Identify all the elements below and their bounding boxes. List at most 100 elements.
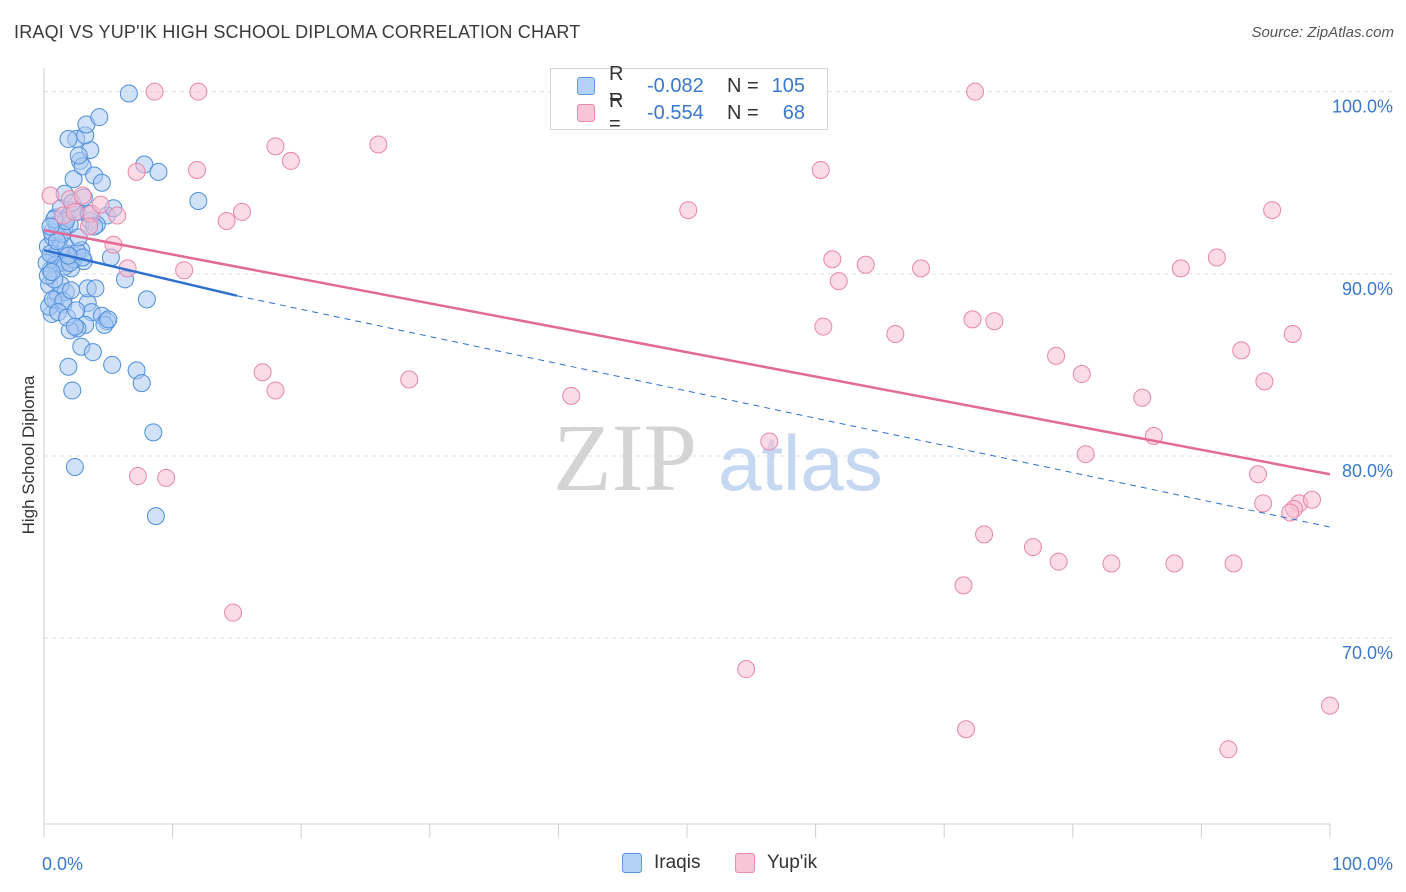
yupik-point — [1165, 554, 1184, 573]
yupik-point — [985, 312, 1004, 331]
iraqis-point — [189, 191, 208, 210]
iraqis-point — [99, 310, 118, 329]
yupik-point — [80, 217, 99, 236]
legend-r-label: R = — [609, 90, 624, 135]
legend-row-iraqis: R = -0.082 N = 105 — [577, 63, 805, 108]
yupik-point — [1224, 554, 1243, 573]
yupik-point — [1219, 740, 1238, 759]
y-tick-label: 80.0% — [1342, 461, 1393, 481]
yupik-point — [1076, 445, 1095, 464]
iraqis-point — [62, 281, 81, 300]
source-label: Source: ZipAtlas.com — [1251, 24, 1394, 41]
yupik-point — [823, 250, 842, 269]
iraqis-point — [64, 170, 83, 189]
yupik-point — [1133, 388, 1152, 407]
yupik-point — [65, 202, 84, 221]
iraqis-point — [67, 301, 86, 320]
legend-r-value: -0.554 — [647, 101, 704, 124]
axis-labels: 70.0% 80.0% 90.0% 100.0% 0.0% 100.0% — [42, 97, 1393, 874]
series-legend: Iraqis Yup'ik — [0, 852, 1406, 876]
iraqis-point — [65, 317, 84, 336]
yupik-point — [253, 363, 272, 382]
legend-swatch-pink — [577, 104, 595, 122]
iraqis-point — [146, 507, 165, 526]
yupik-point — [128, 467, 147, 486]
legend-item-yupik: Yup'ik — [735, 852, 817, 874]
chart-title: IRAQI VS YUP'IK HIGH SCHOOL DIPLOMA CORR… — [14, 22, 581, 42]
yupik-point — [760, 432, 779, 451]
yupik-point — [562, 386, 581, 405]
iraqis-point — [103, 355, 122, 374]
iraqis-points — [37, 84, 208, 526]
yupik-point — [217, 212, 236, 231]
yupik-point — [737, 660, 756, 679]
iraqis-point — [42, 263, 61, 282]
iraqis-point — [90, 108, 109, 127]
iraqis-point — [83, 343, 102, 362]
watermark-zip: ZIP — [553, 404, 697, 511]
yupik-point — [400, 370, 419, 389]
yupik-point — [1047, 346, 1066, 365]
legend-swatch-blue — [577, 77, 595, 95]
y-tick-label: 90.0% — [1342, 279, 1393, 299]
iraqis-trend-line — [43, 248, 238, 297]
yupik-point — [108, 206, 127, 225]
yupik-point — [157, 468, 176, 487]
yupik-point — [1283, 324, 1302, 343]
yupik-point — [266, 381, 285, 400]
yupik-point — [266, 137, 285, 156]
yupik-point — [912, 259, 931, 278]
yupik-point — [369, 135, 388, 154]
yupik-point — [188, 161, 207, 180]
iraqis-point — [149, 162, 168, 181]
iraqis-point — [119, 84, 138, 103]
y-axis-title: High School Diploma — [19, 375, 38, 534]
legend-swatch-blue — [622, 853, 642, 873]
y-tick-label: 70.0% — [1342, 643, 1393, 663]
yupik-point — [41, 186, 60, 205]
y-tick-label: 100.0% — [1332, 97, 1393, 117]
legend-n-value: 68 — [782, 101, 805, 124]
yupik-point — [1263, 201, 1282, 220]
yupik-point — [814, 317, 833, 336]
yupik-point — [281, 151, 300, 170]
yupik-point — [1232, 341, 1251, 360]
grid-lines — [44, 91, 1392, 639]
yupik-point — [1248, 465, 1267, 484]
yupik-point — [224, 603, 243, 622]
legend-r-label: R = — [609, 63, 624, 108]
yupik-point — [1102, 554, 1121, 573]
yupik-point — [1302, 490, 1321, 509]
yupik-point — [963, 310, 982, 329]
watermark: ZIP atlas — [553, 404, 883, 511]
yupik-point — [829, 272, 848, 291]
legend-n-label: N = — [727, 74, 759, 97]
yupik-point — [91, 195, 110, 214]
iraqis-point — [59, 130, 78, 149]
yupik-point — [233, 202, 252, 221]
correlation-legend: R = -0.082 N = 105 R = -0.554 N = 68 — [550, 63, 828, 135]
yupik-point — [73, 186, 92, 205]
yupik-point — [1049, 552, 1068, 571]
axes — [43, 68, 1331, 838]
iraqis-point — [69, 146, 88, 165]
yupik-point — [975, 525, 994, 544]
watermark-atlas: atlas — [718, 419, 883, 507]
yupik-point — [1255, 372, 1274, 391]
yupik-point — [1171, 259, 1190, 278]
iraqis-point — [144, 423, 163, 442]
legend-item-iraqis: Iraqis — [622, 852, 700, 874]
legend-row-yupik: R = -0.554 N = 68 — [577, 90, 805, 135]
trend-lines — [43, 228, 1331, 528]
yupik-point — [966, 82, 985, 101]
yupik-trend-line — [43, 228, 1331, 476]
yupik-point — [1207, 248, 1226, 267]
yupik-point — [1254, 494, 1273, 513]
yupik-point — [886, 324, 905, 343]
yupik-point — [175, 261, 194, 280]
iraqis-point — [86, 279, 105, 298]
iraqis-point — [137, 290, 156, 309]
iraqis-point — [63, 381, 82, 400]
yupik-point — [1023, 538, 1042, 557]
yupik-point — [811, 161, 830, 180]
